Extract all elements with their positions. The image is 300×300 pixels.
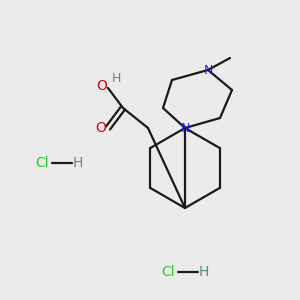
Text: Cl: Cl bbox=[35, 156, 49, 170]
Text: N: N bbox=[180, 122, 190, 134]
Text: H: H bbox=[73, 156, 83, 170]
Text: Cl: Cl bbox=[161, 265, 175, 279]
Text: H: H bbox=[199, 265, 209, 279]
Text: O: O bbox=[97, 79, 107, 93]
Text: O: O bbox=[96, 121, 106, 135]
Text: H: H bbox=[111, 71, 121, 85]
Text: N: N bbox=[203, 64, 213, 76]
